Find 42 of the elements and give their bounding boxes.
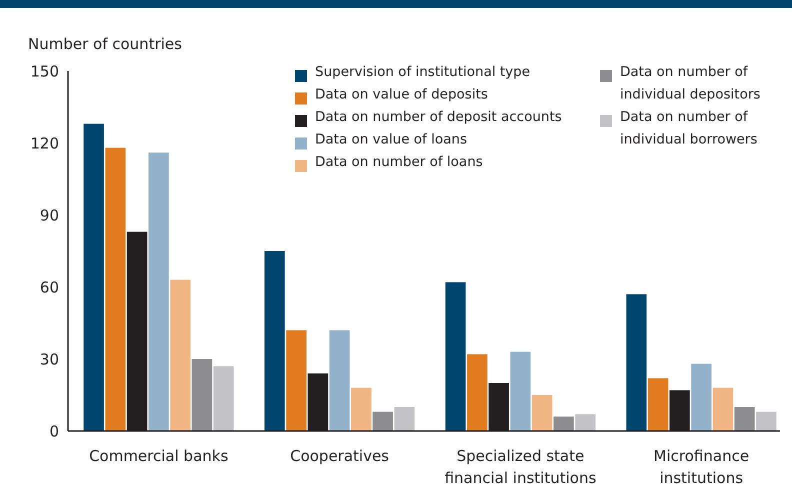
bar	[626, 294, 647, 431]
y-tick-label: 150	[30, 62, 59, 80]
legend-label: Data on number of deposit accounts	[315, 109, 562, 125]
x-tick-label: Commercial banks	[89, 447, 228, 465]
bar	[445, 282, 466, 431]
bar	[84, 124, 104, 431]
bar	[734, 407, 755, 431]
bar	[148, 152, 169, 431]
legend-label: Data on number of individual depositors	[620, 64, 760, 102]
bar	[394, 407, 415, 431]
bar	[691, 364, 712, 431]
y-axis-title: Number of countries	[28, 35, 182, 53]
bar	[329, 330, 350, 431]
bar	[467, 354, 488, 431]
bar	[192, 359, 212, 431]
legend-label: Supervision of institutional type	[315, 64, 530, 80]
bar	[554, 416, 574, 431]
y-tick-label: 0	[49, 422, 59, 440]
bar	[213, 366, 234, 431]
bar	[756, 412, 776, 431]
y-tick-label: 30	[40, 350, 59, 368]
bar	[712, 388, 734, 431]
bar	[575, 414, 596, 431]
bar	[264, 251, 285, 431]
bar	[510, 352, 531, 431]
legend-label: Data on number of loans	[315, 154, 483, 170]
y-tick-label: 60	[40, 278, 59, 296]
legend-label: Data on number of individual borrowers	[620, 109, 758, 148]
legend-label: Data on value of deposits	[315, 86, 488, 102]
x-tick-label: Specialized state financial institutions	[444, 447, 596, 487]
bar	[532, 395, 552, 431]
bar	[648, 378, 668, 431]
bar	[372, 412, 393, 431]
bar	[170, 280, 190, 431]
bar	[286, 330, 306, 431]
bar	[105, 148, 126, 431]
bar	[351, 388, 372, 431]
legend-label: Data on value of loans	[315, 132, 467, 148]
x-tick-label: Microfinance institutions	[654, 447, 750, 487]
y-tick-label: 120	[30, 134, 59, 152]
x-tick-label: Cooperatives	[290, 447, 390, 465]
y-tick-label: 90	[40, 206, 59, 224]
